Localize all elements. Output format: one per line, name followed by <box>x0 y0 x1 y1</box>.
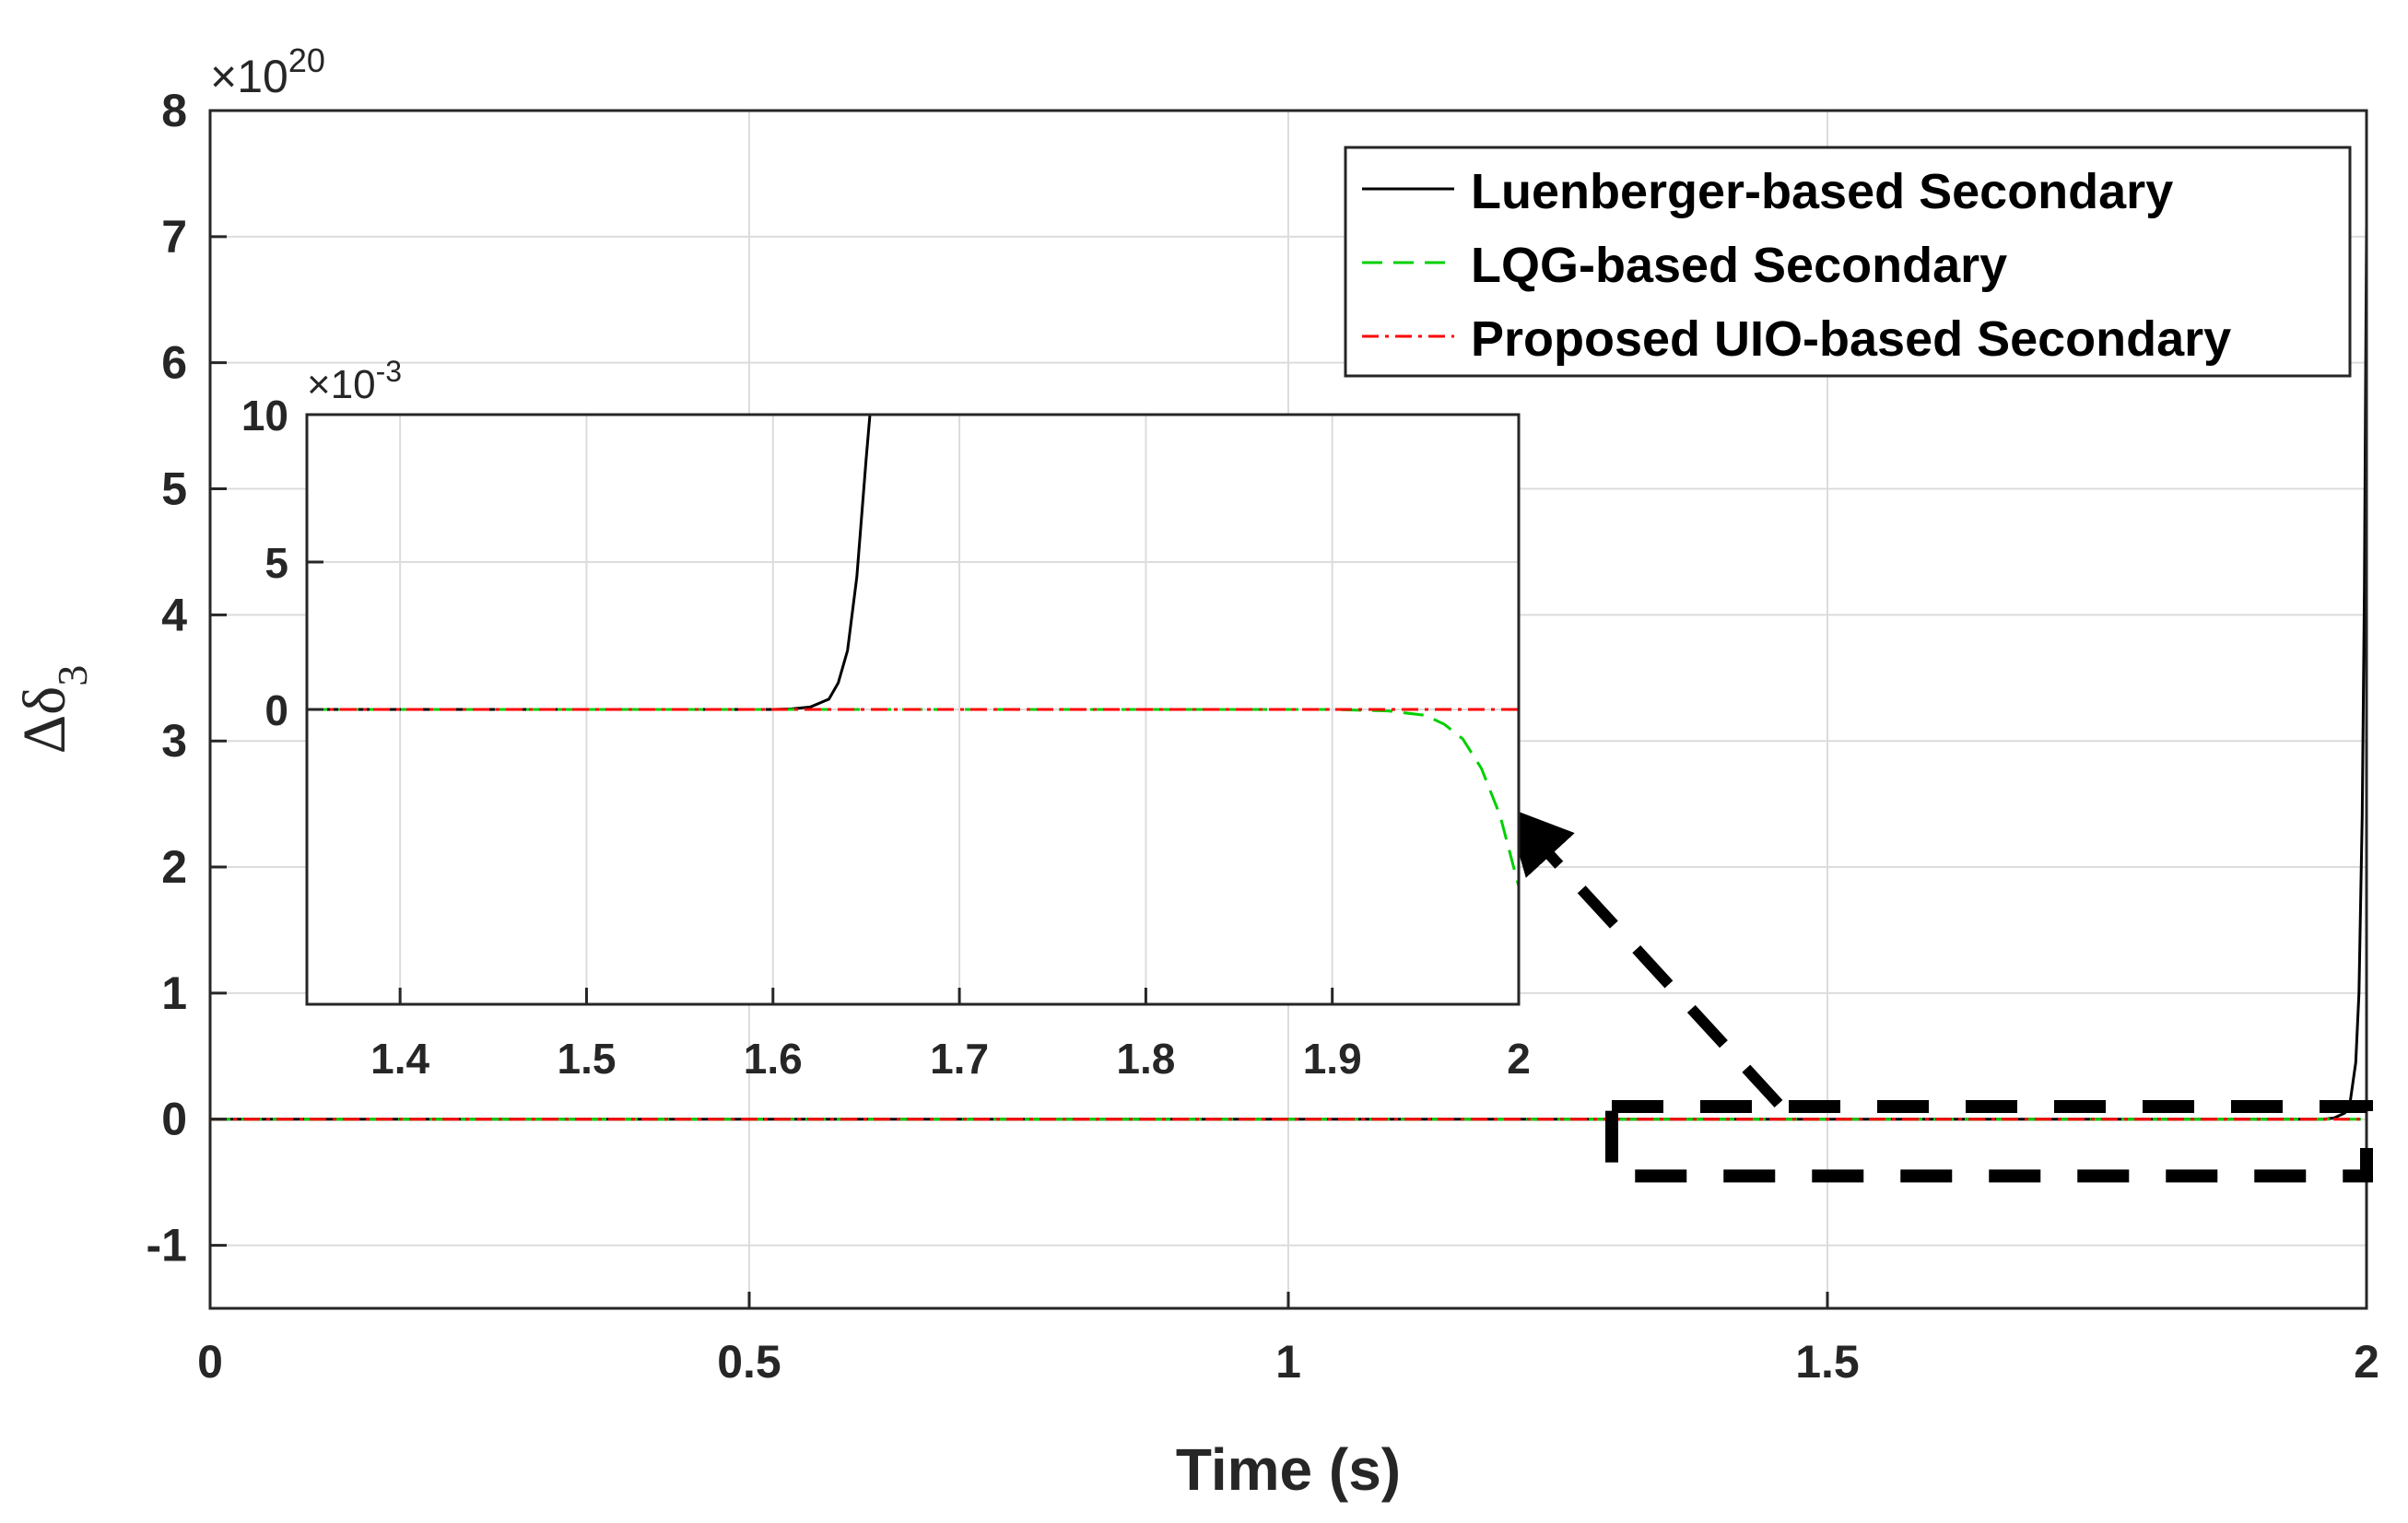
main-ticks <box>208 109 2368 1308</box>
main-y-tick-label-1: 0 <box>161 1094 187 1145</box>
legend-entry-luenberger: Luenberger-based Secondary <box>1362 164 2173 219</box>
inset-lines <box>307 414 1521 887</box>
main-y-tick-label-5: 4 <box>161 589 187 640</box>
main-y-tick-label-4: 3 <box>161 715 187 767</box>
main-y-tick-label-3: 2 <box>161 841 187 893</box>
legend-entry-lqg: LQG-based Secondary <box>1362 238 2007 293</box>
inset-y-tick-label-0: 0 <box>264 686 288 734</box>
main-y-tick-labels: -1 0 1 2 3 4 5 6 7 8 <box>147 85 188 1271</box>
inset-x-tick-label-3: 1.7 <box>930 1035 989 1083</box>
y-axis-label: Δδ3 <box>11 665 96 755</box>
inset-y-tick-labels: 0 5 10 <box>241 392 288 734</box>
inset-x-tick-label-5: 1.9 <box>1303 1035 1362 1083</box>
main-y-tick-label-2: 1 <box>161 967 187 1019</box>
main-y-tick-label-9: 8 <box>161 85 187 136</box>
inset-x-tick-label-4: 1.8 <box>1116 1035 1175 1083</box>
inset-x-tick-label-6: 2 <box>1507 1035 1531 1083</box>
legend-label-uio: Proposed UIO-based Secondary <box>1471 311 2231 367</box>
inset-x-tick-label-2: 1.6 <box>744 1035 803 1083</box>
main-x-tick-label-3: 1.5 <box>1795 1336 1860 1388</box>
legend: Luenberger-based Secondary LQG-based Sec… <box>1344 146 2352 378</box>
main-x-tick-label-4: 2 <box>2354 1336 2379 1388</box>
inset-ticks <box>307 413 1521 1004</box>
main-y-tick-label-6: 5 <box>161 463 187 515</box>
main-y-tick-label-0: -1 <box>147 1220 187 1271</box>
zoom-arrow <box>1505 806 1783 1108</box>
main-y-tick-label-7: 6 <box>161 337 187 389</box>
main-exponent-label: ×1020 <box>210 41 325 102</box>
inset-exponent-label: ×10-3 <box>307 355 402 407</box>
main-y-tick-label-8: 7 <box>161 211 187 263</box>
main-x-tick-label-0: 0 <box>197 1336 223 1388</box>
main-x-tick-label-1: 0.5 <box>717 1336 781 1388</box>
legend-label-lqg: LQG-based Secondary <box>1471 238 2007 293</box>
inset-x-tick-label-1: 1.5 <box>557 1035 616 1083</box>
x-axis-label: Time (s) <box>1176 1436 1401 1503</box>
legend-box <box>1344 146 2352 378</box>
inset-axes: 1.4 1.5 1.6 1.7 1.8 1.9 2 0 5 10 ×10-3 <box>241 355 1531 1083</box>
inset-x-tick-label-0: 1.4 <box>370 1035 429 1083</box>
main-x-tick-labels: 0 0.5 1 1.5 2 <box>197 1336 2379 1388</box>
legend-label-luenberger: Luenberger-based Secondary <box>1471 164 2173 219</box>
inset-x-tick-labels: 1.4 1.5 1.6 1.7 1.8 1.9 2 <box>370 1035 1531 1083</box>
legend-entry-uio: Proposed UIO-based Secondary <box>1362 311 2231 367</box>
inset-y-tick-label-2: 10 <box>241 392 288 439</box>
zoom-region-box <box>1605 1100 2373 1183</box>
main-x-tick-label-2: 1 <box>1275 1336 1301 1388</box>
inset-y-tick-label-1: 5 <box>264 539 288 587</box>
